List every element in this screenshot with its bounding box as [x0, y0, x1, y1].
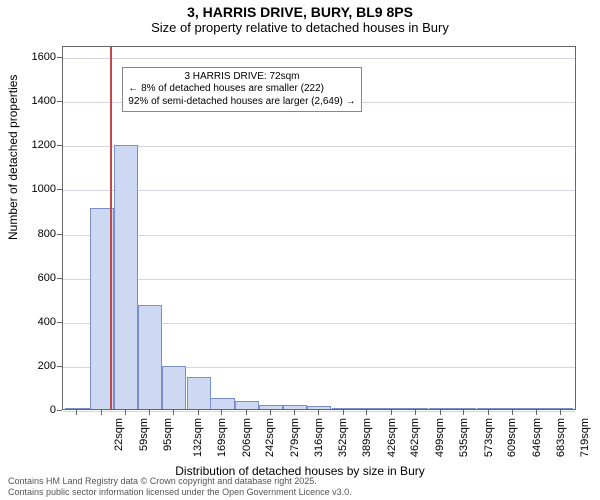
x-tick-mark — [512, 410, 513, 415]
histogram-bar — [429, 408, 453, 409]
y-gridline — [63, 190, 575, 191]
info-line3: 92% of semi-detached houses are larger (… — [128, 96, 355, 109]
y-tick-label: 600 — [0, 272, 56, 284]
x-tick-mark — [221, 410, 222, 415]
x-tick-label: 609sqm — [506, 418, 518, 457]
y-gridline — [63, 58, 575, 59]
x-tick-mark — [318, 410, 319, 415]
x-tick-label: 426sqm — [386, 418, 398, 457]
x-tick-label: 316sqm — [313, 418, 325, 457]
x-tick-label: 683sqm — [555, 418, 567, 457]
x-tick-mark — [294, 410, 295, 415]
histogram-bar — [355, 408, 379, 409]
histogram-bar — [403, 408, 427, 409]
y-tick-label: 0 — [0, 404, 56, 416]
x-tick-label: 719sqm — [579, 418, 591, 457]
y-tick-label: 800 — [0, 228, 56, 240]
y-tick-mark — [57, 189, 62, 190]
x-tick-mark — [366, 410, 367, 415]
x-tick-mark — [149, 410, 150, 415]
x-tick-label: 646sqm — [531, 418, 543, 457]
histogram-bar — [452, 408, 476, 409]
info-line1: 3 HARRIS DRIVE: 72sqm — [128, 71, 355, 84]
x-tick-label: 573sqm — [483, 418, 495, 457]
y-tick-mark — [57, 410, 62, 411]
histogram-bar — [187, 377, 211, 409]
histogram-bar — [114, 145, 138, 409]
histogram-bar — [162, 366, 186, 409]
x-tick-mark — [463, 410, 464, 415]
histogram-bar — [549, 408, 573, 409]
y-tick-mark — [57, 278, 62, 279]
page-subtitle: Size of property relative to detached ho… — [0, 20, 600, 35]
histogram-bar — [259, 405, 283, 409]
histogram-bar — [65, 408, 89, 409]
x-tick-label: 169sqm — [217, 418, 229, 457]
y-tick-label: 1200 — [0, 139, 56, 151]
x-tick-mark — [198, 410, 199, 415]
y-gridline — [63, 279, 575, 280]
x-tick-label: 95sqm — [162, 418, 174, 451]
info-box: 3 HARRIS DRIVE: 72sqm← 8% of detached ho… — [122, 67, 361, 113]
y-gridline — [63, 146, 575, 147]
reference-line — [110, 47, 112, 409]
x-tick-mark — [270, 410, 271, 415]
y-tick-mark — [57, 234, 62, 235]
y-tick-label: 1400 — [0, 95, 56, 107]
y-tick-label: 1000 — [0, 183, 56, 195]
x-tick-mark — [246, 410, 247, 415]
y-tick-label: 200 — [0, 360, 56, 372]
histogram-bar — [138, 305, 162, 409]
chart-plot-area: 3 HARRIS DRIVE: 72sqm← 8% of detached ho… — [62, 46, 576, 410]
x-tick-label: 132sqm — [192, 418, 204, 457]
footer-line2: Contains public sector information licen… — [8, 487, 352, 498]
histogram-bar — [501, 408, 525, 409]
page-title: 3, HARRIS DRIVE, BURY, BL9 8PS — [0, 4, 600, 20]
footer-attribution: Contains HM Land Registry data © Crown c… — [8, 476, 352, 498]
x-tick-mark — [415, 410, 416, 415]
y-tick-mark — [57, 101, 62, 102]
histogram-bar — [283, 405, 307, 409]
footer-line1: Contains HM Land Registry data © Crown c… — [8, 476, 352, 487]
x-tick-mark — [488, 410, 489, 415]
info-line2: ← 8% of detached houses are smaller (222… — [128, 83, 355, 96]
y-tick-mark — [57, 366, 62, 367]
x-tick-label: 352sqm — [337, 418, 349, 457]
x-tick-mark — [440, 410, 441, 415]
x-tick-label: 206sqm — [241, 418, 253, 457]
histogram-bar — [307, 406, 331, 409]
x-tick-label: 462sqm — [410, 418, 422, 457]
histogram-bar — [525, 408, 549, 409]
y-tick-mark — [57, 322, 62, 323]
y-gridline — [63, 235, 575, 236]
y-tick-label: 1600 — [0, 51, 56, 63]
x-tick-label: 279sqm — [289, 418, 301, 457]
histogram-bar — [332, 408, 356, 409]
x-tick-label: 59sqm — [138, 418, 150, 451]
histogram-bar — [477, 408, 501, 409]
histogram-bar — [235, 401, 259, 409]
x-tick-mark — [173, 410, 174, 415]
histogram-bar — [380, 408, 404, 409]
x-tick-mark — [101, 410, 102, 415]
x-tick-mark — [391, 410, 392, 415]
y-tick-label: 400 — [0, 316, 56, 328]
x-tick-label: 242sqm — [265, 418, 277, 457]
x-tick-label: 535sqm — [458, 418, 470, 457]
x-tick-mark — [536, 410, 537, 415]
x-tick-mark — [76, 410, 77, 415]
x-tick-label: 22sqm — [114, 418, 126, 451]
x-tick-label: 389sqm — [361, 418, 373, 457]
histogram-bar — [210, 398, 234, 409]
x-tick-mark — [343, 410, 344, 415]
x-tick-label: 499sqm — [434, 418, 446, 457]
y-tick-mark — [57, 145, 62, 146]
x-tick-mark — [125, 410, 126, 415]
x-tick-mark — [560, 410, 561, 415]
y-tick-mark — [57, 57, 62, 58]
